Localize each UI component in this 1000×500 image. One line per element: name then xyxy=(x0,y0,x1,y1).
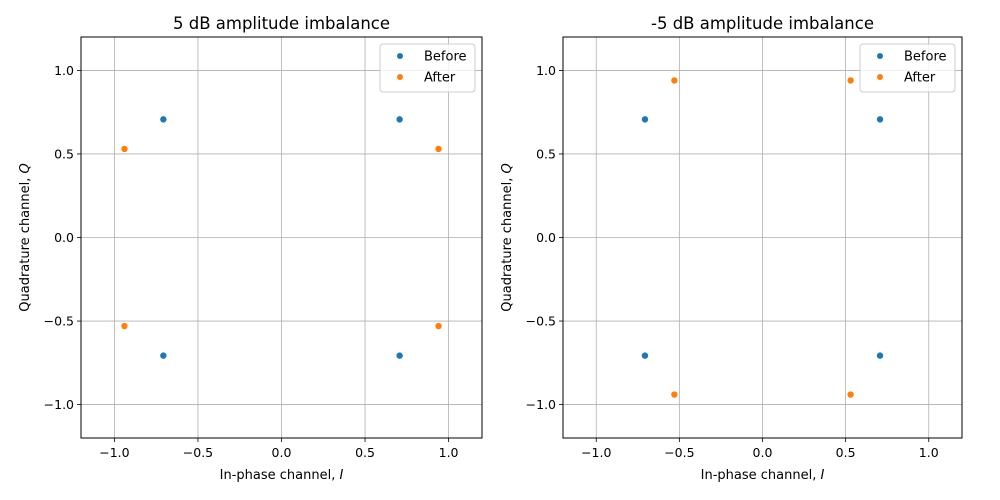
y-tick-label: 1.0 xyxy=(54,63,74,78)
x-axis-label: In-phase channel, I xyxy=(220,468,344,483)
legend-marker-after xyxy=(397,74,403,80)
x-tick-label: −0.5 xyxy=(183,445,213,460)
x-tick-label: 0.0 xyxy=(753,445,773,460)
data-point-before xyxy=(396,116,403,123)
x-tick-label: 0.0 xyxy=(272,445,292,460)
y-axis-label: Quadrature channel, Q xyxy=(500,163,515,311)
legend-box xyxy=(859,43,956,93)
data-point-before xyxy=(641,116,649,123)
x-axis-label: In-phase channel, I xyxy=(701,468,825,483)
chart-title: 5 dB amplitude imbalance xyxy=(173,14,390,33)
data-point-after xyxy=(121,322,128,330)
legend-marker-before xyxy=(397,53,403,59)
data-point-after xyxy=(671,77,678,84)
y-tick-label: −1.0 xyxy=(526,397,556,412)
data-point-before xyxy=(160,116,167,123)
data-point-after xyxy=(435,322,442,330)
chart-title: -5 dB amplitude imbalance xyxy=(651,14,874,33)
legend-label-before: Before xyxy=(424,50,467,65)
data-point-before xyxy=(641,352,649,359)
y-tick-label: 0.5 xyxy=(54,146,74,161)
data-point-before xyxy=(876,116,884,123)
legend-marker-before xyxy=(877,53,883,59)
legend-marker-after xyxy=(877,74,883,80)
data-point-before xyxy=(396,352,403,359)
legend-label-before: Before xyxy=(904,50,947,65)
data-point-after xyxy=(847,391,854,398)
x-tick-label: −1.0 xyxy=(581,445,611,460)
chart-panel-1: −1.0 −0.5 0.0 0.5 1.0 −1.0 −0.5 0.0 0.5 1.0 5 dB a… xyxy=(18,14,483,483)
y-tick-label: 0.0 xyxy=(536,230,556,245)
chart-panel-2: −1.0 −0.5 0.0 0.5 1.0 −1.0 −0.5 0.0 0.5 1.0 -5 dB … xyxy=(500,14,963,483)
y-tick-label: 0.0 xyxy=(54,230,74,245)
y-tick-label: −0.5 xyxy=(526,314,556,329)
data-point-before xyxy=(876,352,884,359)
x-tick-label: 0.5 xyxy=(355,445,375,460)
y-tick-label: −1.0 xyxy=(44,397,74,412)
legend: Before After xyxy=(859,43,956,93)
y-tick-label: 1.0 xyxy=(536,63,556,78)
x-tick-label: 1.0 xyxy=(439,445,459,460)
x-tick-label: −0.5 xyxy=(664,445,694,460)
x-tick-label: 0.5 xyxy=(836,445,856,460)
x-tick-label: −1.0 xyxy=(99,445,129,460)
x-tick-label: 1.0 xyxy=(919,445,939,460)
legend: Before After xyxy=(379,43,476,93)
data-point-after xyxy=(121,145,128,153)
legend-label-after: After xyxy=(424,71,456,86)
legend-label-after: After xyxy=(904,71,936,86)
data-point-after xyxy=(847,77,854,84)
data-point-after xyxy=(671,391,678,398)
y-axis-label: Quadrature channel, Q xyxy=(18,163,33,311)
y-tick-label: −0.5 xyxy=(44,314,74,329)
data-point-after xyxy=(435,145,442,153)
legend-box xyxy=(379,43,476,93)
y-tick-label: 0.5 xyxy=(536,146,556,161)
data-point-before xyxy=(160,352,167,359)
